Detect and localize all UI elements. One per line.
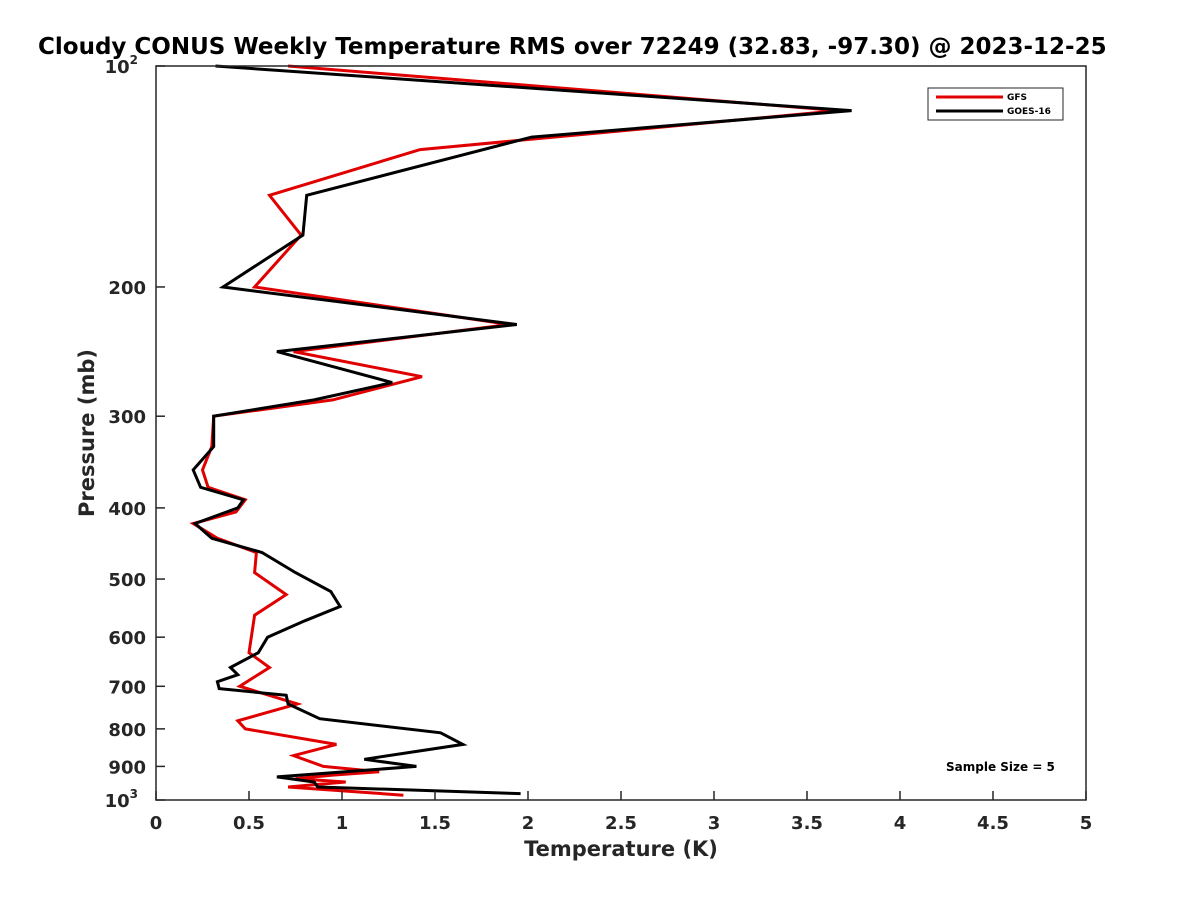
legend-entry-label: GOES-16 — [1007, 107, 1051, 117]
series-layer — [189, 64, 852, 797]
y-tick-label: 900 — [108, 757, 146, 778]
y-tick-label: 600 — [108, 628, 146, 649]
y-tick-label: 102 — [105, 53, 138, 78]
y-tick-label: 300 — [108, 407, 146, 428]
x-tick-label: 3.5 — [791, 813, 823, 834]
y-axis-label: Pressure (mb) — [75, 349, 99, 517]
x-tick-label: 0 — [150, 813, 163, 834]
x-tick-label: 0.5 — [233, 813, 265, 834]
x-tick-label: 5 — [1080, 813, 1093, 834]
legend-box — [927, 87, 1064, 121]
series-line-goes-16 — [191, 64, 852, 796]
y-tick-label: 800 — [108, 720, 146, 741]
y-tick-label: 200 — [108, 278, 146, 299]
legend: GFS GOES-16 — [927, 87, 1064, 121]
x-axis-ticks: 0 0.5 1 1.5 2 2.5 3 3.5 4 4.5 5 — [150, 791, 1093, 834]
y-tick-label: 400 — [108, 499, 146, 520]
x-tick-label: 4 — [894, 813, 907, 834]
x-tick-label: 3 — [708, 813, 721, 834]
legend-entry-label: GFS — [1007, 93, 1027, 103]
y-tick-label: 500 — [108, 570, 146, 591]
y-axis-ticks: 102 200 300 400 500 600 700 800 900 103 — [105, 53, 165, 812]
plot-frame — [155, 65, 1087, 801]
series-line-gfs — [189, 64, 839, 797]
sample-size-annotation: Sample Size = 5 — [946, 760, 1055, 774]
y-tick-label: 103 — [105, 787, 138, 812]
chart-title: Cloudy CONUS Weekly Temperature RMS over… — [38, 34, 1107, 60]
x-tick-label: 4.5 — [977, 813, 1009, 834]
x-tick-label: 1.5 — [419, 813, 451, 834]
x-tick-label: 1 — [336, 813, 349, 834]
y-tick-label: 700 — [108, 677, 146, 698]
x-tick-label: 2.5 — [605, 813, 637, 834]
x-axis-label: Temperature (K) — [524, 837, 718, 861]
x-tick-label: 2 — [522, 813, 535, 834]
